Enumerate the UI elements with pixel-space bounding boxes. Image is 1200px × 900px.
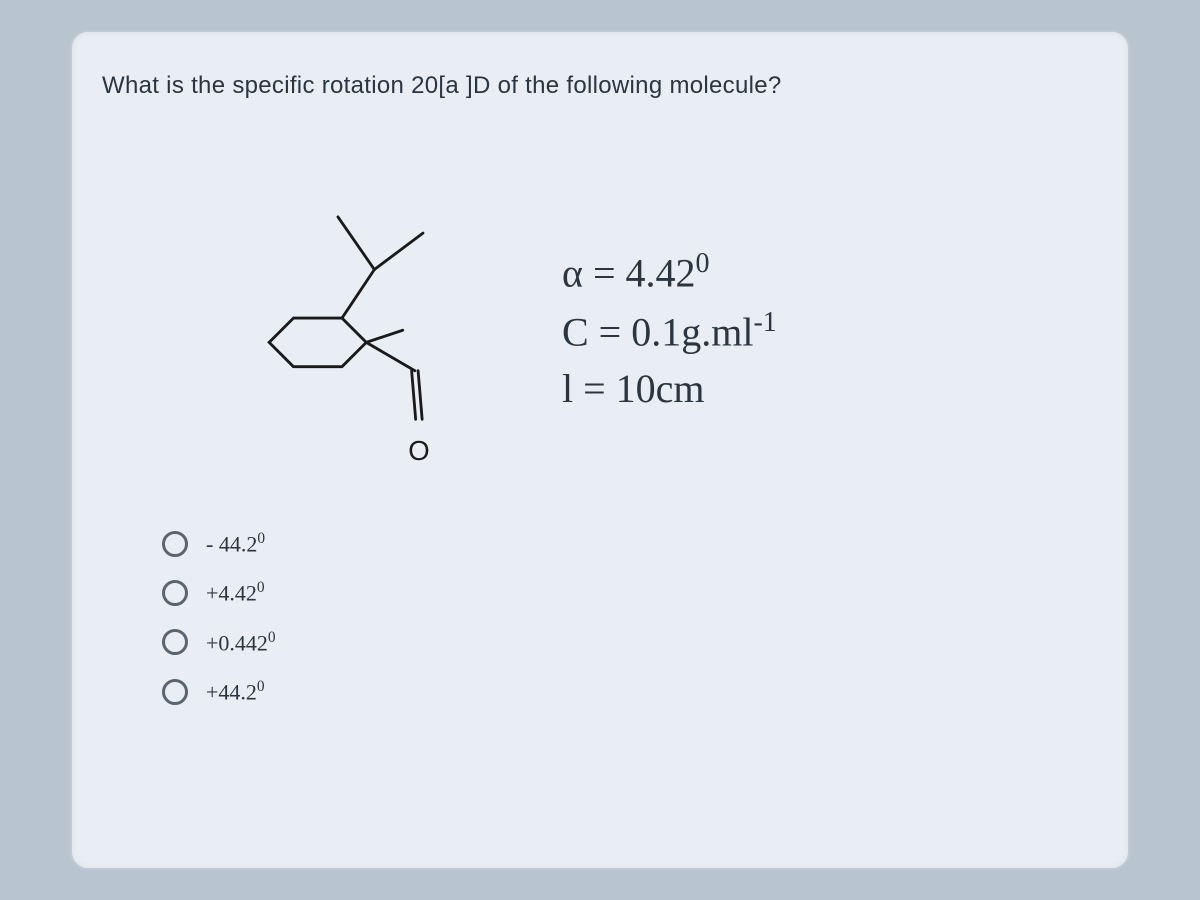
option-label: +44.20 [206, 678, 265, 705]
molecule-diagram: O [182, 140, 502, 480]
option-label: +4.420 [206, 579, 265, 606]
param-length: l = 10cm [562, 365, 777, 412]
param-alpha: α = 4.420 [562, 248, 777, 296]
option-2[interactable]: +4.420 [162, 579, 1098, 606]
oxygen-label: O [408, 435, 429, 466]
radio-icon[interactable] [162, 580, 188, 606]
content-area: O α = 4.420 C = 0.1g.ml-1 l = 10cm [182, 140, 1098, 480]
radio-icon[interactable] [162, 679, 188, 705]
radio-icon[interactable] [162, 629, 188, 655]
question-card: What is the specific rotation 20[a ]D of… [70, 30, 1130, 870]
question-text: What is the specific rotation 20[a ]D of… [102, 72, 1098, 100]
option-3[interactable]: +0.4420 [162, 629, 1098, 656]
option-1[interactable]: - 44.20 [162, 530, 1098, 557]
option-4[interactable]: +44.20 [162, 678, 1098, 705]
parameters-block: α = 4.420 C = 0.1g.ml-1 l = 10cm [562, 248, 777, 412]
option-label: +0.4420 [206, 629, 276, 656]
param-concentration: C = 0.1g.ml-1 [562, 307, 777, 355]
option-label: - 44.20 [206, 530, 265, 557]
options-list: - 44.20 +4.420 +0.4420 +44.20 [162, 530, 1098, 705]
radio-icon[interactable] [162, 531, 188, 557]
